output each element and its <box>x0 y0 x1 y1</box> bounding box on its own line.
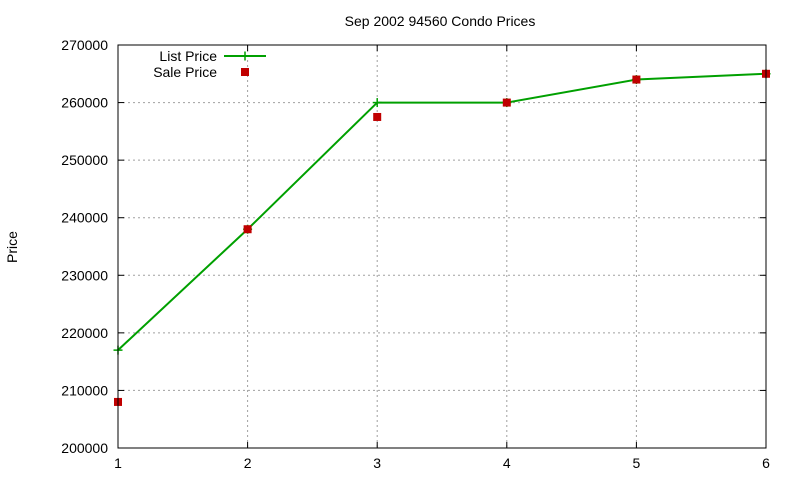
chart-title: Sep 2002 94560 Condo Prices <box>345 13 536 29</box>
x-tick-label: 4 <box>503 455 511 471</box>
y-tick-label: 210000 <box>61 382 108 398</box>
y-tick-label: 260000 <box>61 95 108 111</box>
legend-marker-list-price <box>240 51 250 61</box>
list-price-line <box>117 72 767 351</box>
sale-price-point <box>243 225 252 234</box>
y-tick-label: 200000 <box>61 440 108 456</box>
plot-series <box>113 69 771 406</box>
x-tick-label: 5 <box>633 455 641 471</box>
gridlines <box>118 45 766 448</box>
y-axis-label: Price <box>4 231 20 263</box>
plot-frame <box>117 44 767 449</box>
sale-price-point <box>632 75 641 84</box>
legend-label-sale-price: Sale Price <box>153 64 217 80</box>
list-price-point <box>372 98 382 108</box>
legend-marker-sale-price <box>241 68 249 76</box>
y-tick-label: 240000 <box>61 210 108 226</box>
legend-label-list-price: List Price <box>159 48 217 64</box>
y-tick-label: 230000 <box>61 267 108 283</box>
y-tick-label: 270000 <box>61 37 108 53</box>
sale-price-point <box>502 98 511 107</box>
axes: 200000 210000 220000 230000 240000 250000 2600… <box>61 37 770 471</box>
x-tick-label: 3 <box>373 455 381 471</box>
sale-price-point <box>373 112 382 121</box>
y-tick-label: 220000 <box>61 325 108 341</box>
x-tick-label: 2 <box>244 455 252 471</box>
x-tick-label: 6 <box>762 455 770 471</box>
x-tick-label: 1 <box>114 455 122 471</box>
y-tick-label: 250000 <box>61 152 108 168</box>
